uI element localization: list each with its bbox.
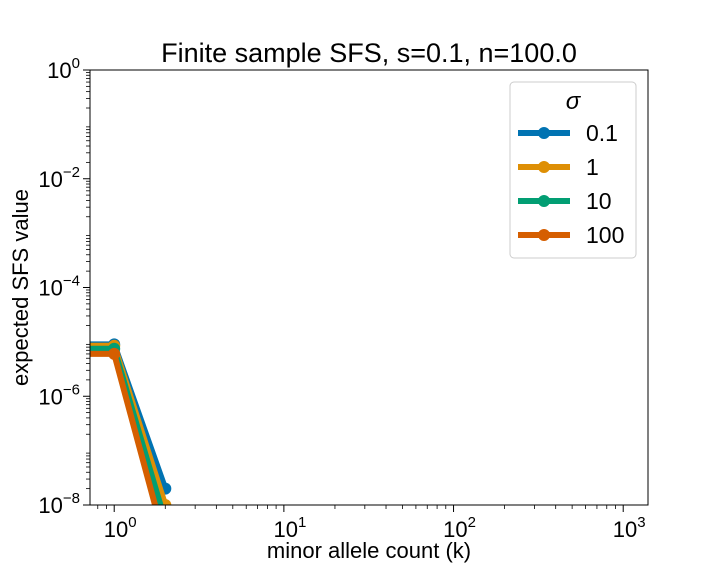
tick-label: 101 [273,514,306,542]
legend-label: 0.1 [586,120,618,146]
legend-label: 1 [586,154,599,180]
chart-title: Finite sample SFS, s=0.1, n=100.0 [161,38,577,68]
legend: σ 0.1 1 10 100 [509,81,637,259]
legend-entry: 1 [518,154,599,180]
y-axis-label: expected SFS value [8,189,33,386]
legend-marker [538,229,550,241]
legend-entry: 10 [518,188,612,214]
legend-entry: 0.1 [518,120,618,146]
x-axis-label: minor allele count (k) [267,538,471,563]
tick-label: 10−2 [38,164,80,192]
legend-entry: 100 [518,222,624,248]
series-layer [90,338,172,549]
tick-label: 10−4 [38,273,80,301]
legend-box [509,81,637,259]
tick-label: 103 [613,514,646,542]
tick-label: 100 [47,55,80,83]
data-point [159,537,171,549]
legend-marker [538,161,550,173]
legend-label: 100 [586,222,624,248]
tick-label: 10−8 [38,490,80,518]
tick-label: 102 [443,514,476,542]
legend-marker [538,127,550,139]
legend-title: σ [566,88,582,115]
tick-label: 100 [104,514,137,542]
data-point [108,347,121,360]
legend-label: 10 [586,188,612,214]
series-3 [90,347,171,549]
data-point [159,515,171,527]
legend-marker [538,195,550,207]
tick-label: 10−6 [38,381,80,409]
